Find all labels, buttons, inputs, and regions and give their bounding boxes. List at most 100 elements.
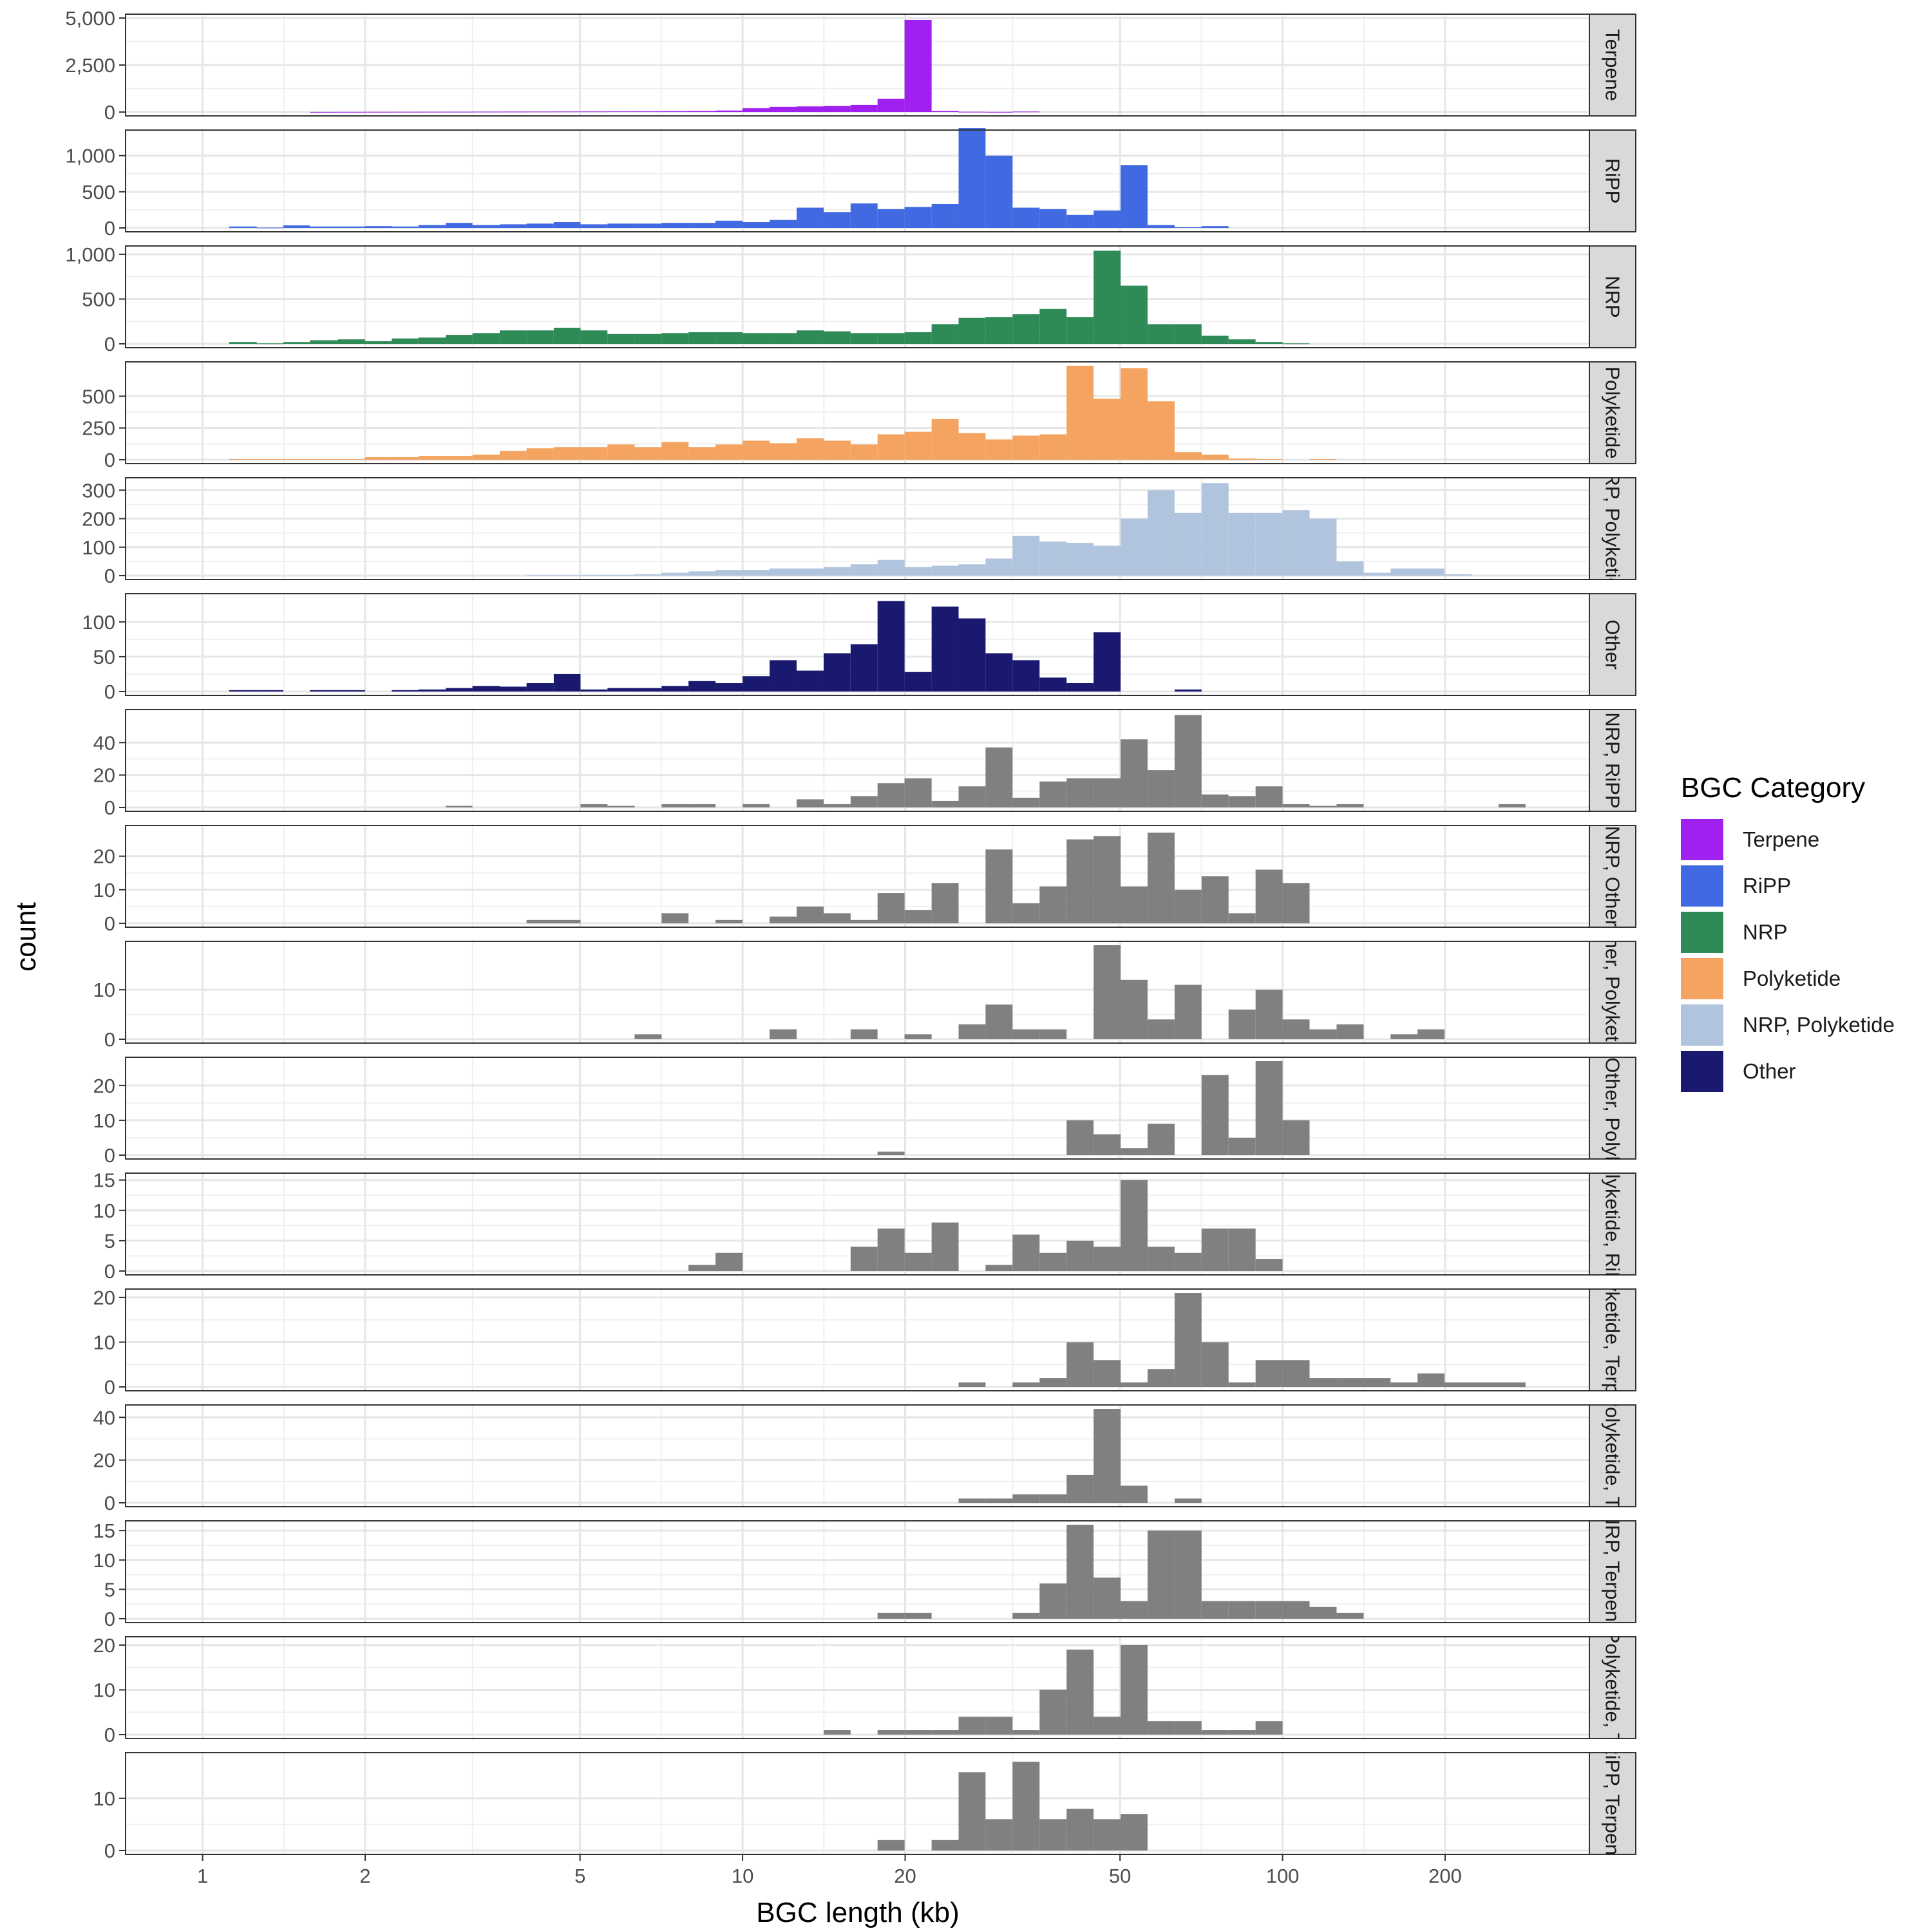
histogram-bar [1012, 536, 1040, 576]
histogram-bar [634, 447, 662, 460]
facet-strip [1589, 1520, 1636, 1623]
histogram-bar [770, 443, 797, 460]
histogram-bar [1066, 1120, 1094, 1155]
histogram-bar [1066, 1240, 1094, 1271]
histogram-bar [931, 1222, 959, 1271]
histogram-bar [1094, 211, 1121, 228]
histogram-bar [1094, 1247, 1121, 1271]
histogram-bar [1147, 1247, 1175, 1271]
histogram-bar [877, 333, 905, 344]
histogram-bar [1147, 833, 1175, 923]
histogram-bar [1174, 513, 1202, 576]
histogram-bar [904, 431, 932, 460]
histogram-bar [499, 330, 527, 344]
facet-strip-label: Other, Polyketide [1602, 916, 1624, 1068]
histogram-bar [1255, 786, 1283, 807]
histogram-bar [958, 1498, 986, 1503]
histogram-bar [1201, 226, 1229, 228]
histogram-bar [931, 203, 959, 228]
facet-panel: 0 10 20 Other, Polyketide, Terpene [93, 1634, 1636, 1746]
histogram-bar [446, 456, 473, 460]
histogram-bar [580, 447, 608, 460]
legend-swatch [1681, 912, 1723, 953]
y-tick-label: 100 [82, 536, 115, 559]
histogram-bar [392, 111, 419, 113]
y-tick-label: 250 [82, 417, 115, 440]
histogram-bar [661, 111, 689, 112]
histogram-bar [283, 459, 310, 460]
facet-strip [1589, 941, 1636, 1044]
histogram-bar [958, 564, 986, 576]
legend-title: BGC Category [1681, 772, 1865, 804]
histogram-bar [634, 1034, 662, 1039]
histogram-bar [1282, 804, 1310, 807]
histogram-bar [823, 1730, 851, 1735]
facet-strip [1589, 593, 1636, 696]
histogram-bar [904, 332, 932, 344]
y-tick-label: 500 [82, 181, 115, 203]
histogram-bar [904, 910, 932, 923]
x-axis: 1 2 5 10 20 50 100 200 [197, 1854, 1462, 1887]
histogram-bar [1094, 1578, 1121, 1619]
histogram-bar [823, 106, 851, 112]
histogram-bar [958, 618, 986, 692]
x-tick-label: 200 [1428, 1865, 1462, 1887]
y-tick-label: 10 [93, 1200, 115, 1222]
histogram-bar [958, 317, 986, 344]
histogram-bar [418, 689, 446, 692]
histogram-bar [1094, 1409, 1121, 1503]
histogram-bar [850, 203, 878, 228]
histogram-bar [850, 644, 878, 692]
histogram-bar [1039, 1378, 1067, 1387]
histogram-bar [310, 111, 338, 113]
histogram-bar [1147, 324, 1175, 344]
histogram-bar [850, 444, 878, 460]
facet-panel: 0 10 RiPP, Terpene [93, 1752, 1636, 1862]
histogram-bar [418, 456, 446, 460]
histogram-bar [1228, 339, 1256, 344]
histogram-bar [796, 330, 824, 344]
histogram-bar [1282, 1601, 1310, 1619]
histogram-bar [392, 338, 419, 344]
histogram-bar [1094, 399, 1121, 460]
histogram-bar [1201, 1730, 1229, 1735]
facet-panel: 0 10 20 Polyketide, Terpene [93, 1286, 1636, 1399]
histogram-bar [446, 223, 473, 228]
histogram-bar [1228, 513, 1256, 576]
histogram-bar [1039, 434, 1067, 460]
histogram-bar [1039, 209, 1067, 228]
facet-panel: 0 100 200 300 NRP, Polyketide [82, 477, 1636, 587]
histogram-bar [1174, 1721, 1202, 1735]
histogram-bar [1282, 883, 1310, 923]
histogram-bar [256, 343, 283, 344]
histogram-bar [365, 341, 392, 344]
y-tick-label: 500 [82, 288, 115, 310]
histogram-bar [1066, 839, 1094, 923]
facet-panel: 0 500 1,000 RiPP [65, 128, 1636, 240]
histogram-bar [1201, 483, 1229, 576]
y-tick-label: 10 [93, 1549, 115, 1572]
histogram-bar [1147, 1369, 1175, 1387]
facet-strip [1589, 1288, 1636, 1391]
y-tick-label: 10 [93, 979, 115, 1001]
histogram-bar [688, 332, 716, 344]
legend-label: RiPP [1743, 874, 1791, 898]
histogram-bar [715, 1252, 743, 1271]
histogram-bar [823, 913, 851, 923]
histogram-bar [446, 111, 473, 113]
facet-panel: 0 5 10 15 Polyketide, RiPP [93, 1169, 1636, 1283]
facet-strip-label-group: RiPP [1602, 158, 1624, 204]
y-tick-label: 0 [104, 796, 115, 819]
y-tick-label: 0 [104, 565, 115, 587]
facet-panel: 0 500 1,000 NRP [65, 243, 1636, 355]
histogram-bar [418, 225, 446, 228]
facet-strip [1589, 825, 1636, 928]
histogram-bar [850, 919, 878, 923]
y-tick-label: 15 [93, 1520, 115, 1542]
x-tick-label: 10 [732, 1865, 753, 1887]
histogram-bar [1012, 1494, 1040, 1503]
panel-background [126, 1405, 1589, 1507]
histogram-bar [688, 111, 716, 112]
histogram-bar [1039, 1494, 1067, 1503]
